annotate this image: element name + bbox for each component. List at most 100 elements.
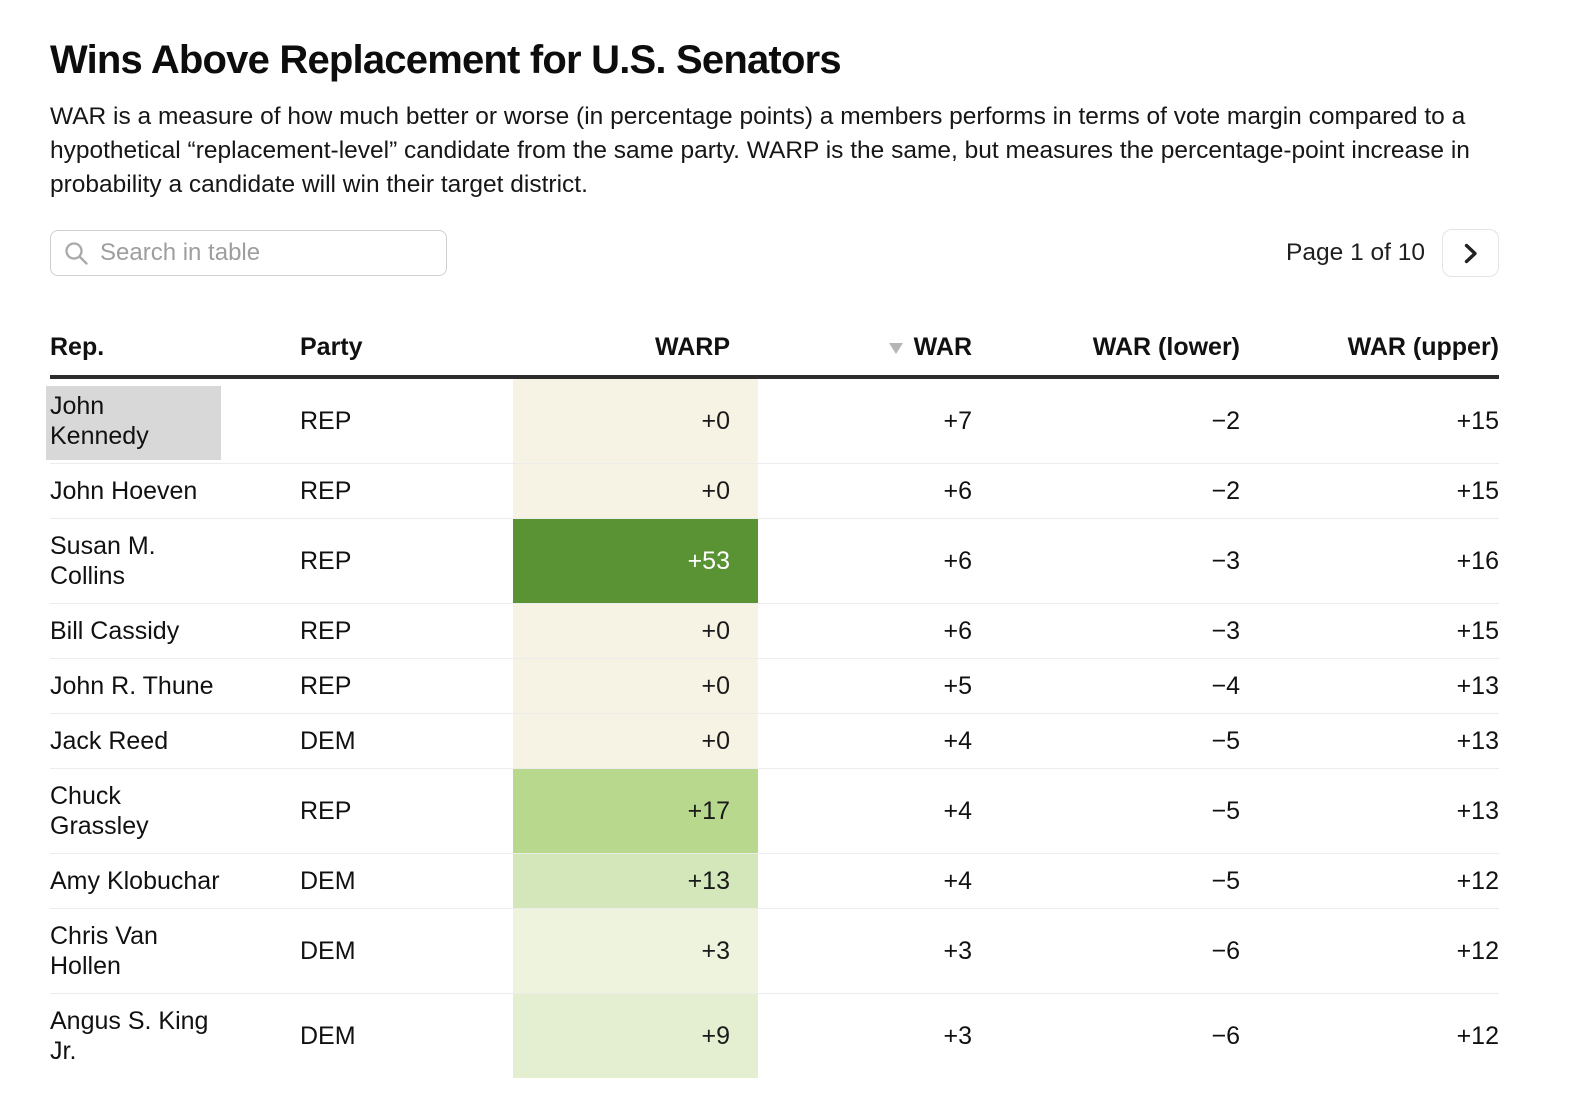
warp-cell: +17	[513, 769, 758, 853]
rep-cell: John Hoeven	[50, 464, 300, 518]
column-header-label: Party	[300, 333, 363, 361]
war-upper-cell: +12	[1456, 937, 1499, 965]
war-lower-cell: −3	[1211, 617, 1240, 645]
party-cell: DEM	[300, 727, 356, 755]
rep-name: John Hoeven	[50, 477, 198, 505]
party-cell: REP	[300, 477, 352, 505]
warp-cell: +3	[513, 909, 758, 993]
warp-cell: +0	[513, 464, 758, 518]
party-cell: REP	[300, 617, 352, 645]
war-cell: +4	[943, 727, 972, 755]
warp-cell: +9	[513, 994, 758, 1078]
warp-cell: +0	[513, 659, 758, 713]
war-cell: +4	[943, 797, 972, 825]
rep-name: Jack Reed	[50, 727, 169, 755]
war-lower-cell: −2	[1211, 477, 1240, 505]
war-upper-cell: +15	[1456, 477, 1499, 505]
table-row[interactable]: Chris Van Hollen DEM +3 +3 −6 +12	[50, 909, 1499, 994]
rep-cell: Chuck Grassley	[50, 769, 300, 853]
war-cell: +3	[943, 937, 972, 965]
war-cell: +4	[943, 867, 972, 895]
page-indicator: Page 1 of 10	[1286, 239, 1425, 266]
table-body: John Kennedy REP +0 +7 −2 +15 John Hoeve…	[46, 379, 1499, 1078]
warp-cell: +13	[513, 854, 758, 908]
toolbar: Page 1 of 10	[50, 229, 1499, 277]
war-cell: +3	[943, 1022, 972, 1050]
pagination: Page 1 of 10	[1286, 229, 1499, 277]
warp-cell: +0	[513, 604, 758, 658]
war-upper-cell: +13	[1456, 672, 1499, 700]
party-cell: REP	[300, 672, 352, 700]
war-lower-cell: −5	[1211, 727, 1240, 755]
rep-name: Amy Klobuchar	[50, 867, 220, 895]
rep-cell: Amy Klobuchar	[50, 854, 300, 908]
war-upper-cell: +12	[1456, 867, 1499, 895]
party-cell: DEM	[300, 867, 356, 895]
column-header-party[interactable]: Party	[300, 333, 513, 362]
rep-name: Chuck Grassley	[50, 782, 149, 840]
next-page-button[interactable]	[1442, 229, 1499, 277]
column-header-label: WARP	[655, 333, 730, 361]
table-row[interactable]: John Kennedy REP +0 +7 −2 +15	[46, 379, 1499, 464]
search-icon	[65, 241, 88, 265]
war-lower-cell: −2	[1211, 407, 1240, 435]
column-header-label: WAR (upper)	[1347, 333, 1499, 361]
war-cell: +6	[943, 547, 972, 575]
war-cell: +6	[943, 617, 972, 645]
table-row[interactable]: Jack Reed DEM +0 +4 −5 +13	[50, 714, 1499, 769]
war-lower-cell: −5	[1211, 867, 1240, 895]
rep-cell: Susan M. Collins	[50, 519, 300, 603]
column-header-label: WAR	[913, 333, 972, 361]
rep-cell: John Kennedy	[46, 379, 300, 463]
war-cell: +7	[943, 407, 972, 435]
war-upper-cell: +12	[1456, 1022, 1499, 1050]
rep-name: Angus S. King Jr.	[50, 1007, 209, 1065]
search-input[interactable]	[100, 239, 434, 267]
war-lower-cell: −3	[1211, 547, 1240, 575]
column-header-war[interactable]: WAR	[758, 333, 972, 362]
column-header-war-upper[interactable]: WAR (upper)	[1240, 333, 1499, 362]
column-header-warp[interactable]: WARP	[513, 333, 758, 362]
table-header-row: Rep. Party WARP WAR WAR (lower) WAR (upp…	[50, 333, 1499, 379]
war-table: Rep. Party WARP WAR WAR (lower) WAR (upp…	[46, 333, 1499, 1078]
war-cell: +5	[943, 672, 972, 700]
party-cell: DEM	[300, 1022, 356, 1050]
search-box[interactable]	[50, 230, 447, 276]
rep-cell: Jack Reed	[50, 714, 300, 768]
war-upper-cell: +13	[1456, 727, 1499, 755]
war-upper-cell: +15	[1456, 617, 1499, 645]
column-header-label: Rep.	[50, 333, 105, 361]
rep-cell: John R. Thune	[50, 659, 300, 713]
column-header-rep[interactable]: Rep.	[50, 333, 300, 362]
war-lower-cell: −4	[1211, 672, 1240, 700]
rep-name: Susan M. Collins	[50, 532, 156, 590]
rep-cell: Chris Van Hollen	[50, 909, 300, 993]
table-row[interactable]: Angus S. King Jr. DEM +9 +3 −6 +12	[50, 994, 1499, 1078]
sort-descending-icon	[888, 342, 904, 355]
war-lower-cell: −6	[1211, 937, 1240, 965]
war-upper-cell: +13	[1456, 797, 1499, 825]
party-cell: REP	[300, 797, 352, 825]
table-row[interactable]: Chuck Grassley REP +17 +4 −5 +13	[50, 769, 1499, 854]
party-cell: DEM	[300, 937, 356, 965]
table-row[interactable]: John R. Thune REP +0 +5 −4 +13	[50, 659, 1499, 714]
war-lower-cell: −6	[1211, 1022, 1240, 1050]
page: Wins Above Replacement for U.S. Senators…	[46, 0, 1499, 1116]
table-row[interactable]: Bill Cassidy REP +0 +6 −3 +15	[50, 604, 1499, 659]
page-title: Wins Above Replacement for U.S. Senators	[50, 38, 842, 82]
war-cell: +6	[943, 477, 972, 505]
table-row[interactable]: Susan M. Collins REP +53 +6 −3 +16	[50, 519, 1499, 604]
rep-name: Bill Cassidy	[50, 617, 180, 645]
party-cell: REP	[300, 547, 352, 575]
rep-cell: Angus S. King Jr.	[50, 994, 300, 1078]
warp-cell: +53	[513, 519, 758, 603]
page-description: WAR is a measure of how much better or w…	[50, 103, 1470, 198]
rep-name: John R. Thune	[50, 672, 214, 700]
table-row[interactable]: Amy Klobuchar DEM +13 +4 −5 +12	[50, 854, 1499, 909]
warp-cell: +0	[513, 714, 758, 768]
column-header-label: WAR (lower)	[1092, 333, 1240, 361]
rep-name: John Kennedy	[46, 386, 221, 460]
table-row[interactable]: John Hoeven REP +0 +6 −2 +15	[50, 464, 1499, 519]
column-header-war-lower[interactable]: WAR (lower)	[972, 333, 1240, 362]
war-upper-cell: +15	[1456, 407, 1499, 435]
